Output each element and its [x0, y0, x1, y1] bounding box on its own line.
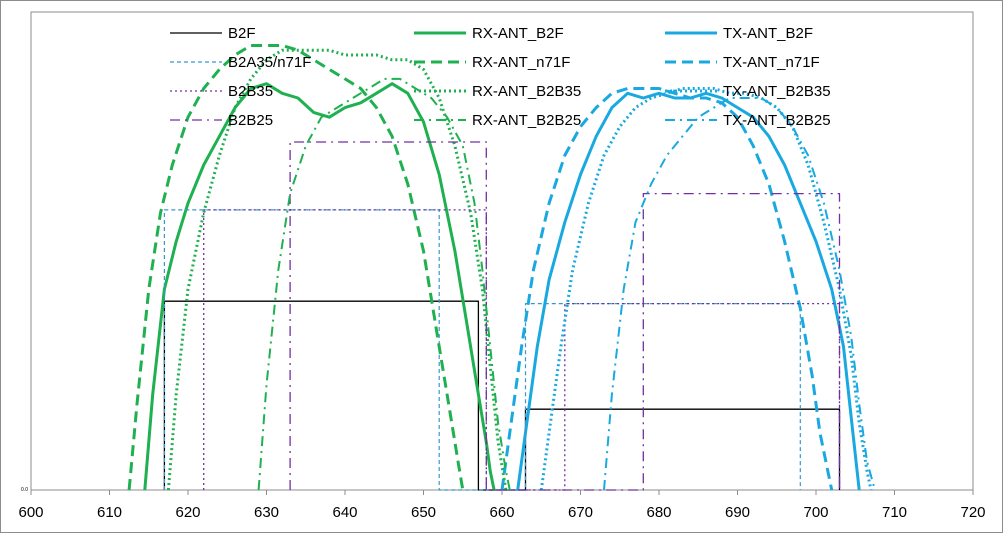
legend-item: TX-ANT_n71F [665, 54, 820, 71]
series-b2b25 [289, 141, 841, 491]
series-b2b35 [203, 209, 841, 491]
legend-label: RX-ANT_B2B35 [472, 83, 581, 100]
legend-label: B2B35 [228, 83, 273, 100]
legend-item: B2B35 [170, 83, 273, 100]
y-tick-label: 0.0 [21, 487, 28, 493]
legend-label: RX-ANT_B2F [472, 25, 564, 42]
legend-item: TX-ANT_B2B35 [665, 83, 831, 100]
legend-item: TX-ANT_B2B25 [665, 112, 831, 129]
x-tick-label: 680 [646, 504, 671, 521]
x-tick-label: 720 [960, 504, 985, 521]
x-tick-label: 620 [175, 504, 200, 521]
x-tick-label: 640 [332, 504, 357, 521]
legend-item: RX-ANT_n71F [414, 54, 570, 71]
x-tick-label: 600 [18, 504, 43, 521]
legend-label: TX-ANT_B2B35 [723, 83, 831, 100]
x-tick-label: 690 [725, 504, 750, 521]
legend-label: TX-ANT_B2B25 [723, 112, 831, 129]
x-axis: 600 610 620 630 640 650 660 670 680 690 700 710 720 0… [18, 487, 985, 521]
series-rx-ant-b2b35 [166, 48, 508, 491]
series-tx-ant-b2b25 [603, 97, 876, 491]
series-tx-ant-b2b35 [539, 87, 873, 491]
x-tick-label: 630 [254, 504, 279, 521]
legend-item: RX-ANT_B2F [414, 25, 564, 42]
x-tick-label: 710 [882, 504, 907, 521]
legend-label: TX-ANT_n71F [723, 54, 820, 71]
legend-item: RX-ANT_B2B25 [414, 112, 581, 129]
legend-label: B2B25 [228, 112, 273, 129]
series-b2a35-n71f [163, 209, 801, 491]
series-rx-ant-b2f [143, 82, 496, 491]
legend-item: RX-ANT_B2B35 [414, 83, 581, 100]
legend: B2F RX-ANT_B2F TX-ANT_B2F B2A35/n71F RX-ANT_… [170, 25, 831, 129]
series-rx-ant-n71f [127, 44, 465, 491]
legend-label: B2F [228, 25, 256, 42]
legend-label: B2A35/n71F [228, 54, 311, 71]
series-layer [127, 44, 876, 491]
series-rx-ant-b2b25 [257, 77, 511, 491]
legend-label: RX-ANT_B2B25 [472, 112, 581, 129]
legend-item: B2A35/n71F [170, 54, 311, 71]
x-tick-label: 610 [97, 504, 122, 521]
series-tx-ant-n71f [500, 87, 834, 491]
legend-item: B2B25 [170, 112, 273, 129]
x-tick-label: 700 [803, 504, 828, 521]
legend-item: B2F [170, 25, 256, 42]
legend-label: TX-ANT_B2F [723, 25, 813, 42]
x-tick-label: 650 [411, 504, 436, 521]
legend-label: RX-ANT_n71F [472, 54, 570, 71]
x-tick-label: 670 [568, 504, 593, 521]
legend-item: TX-ANT_B2F [665, 25, 813, 42]
x-tick-label: 660 [489, 504, 514, 521]
